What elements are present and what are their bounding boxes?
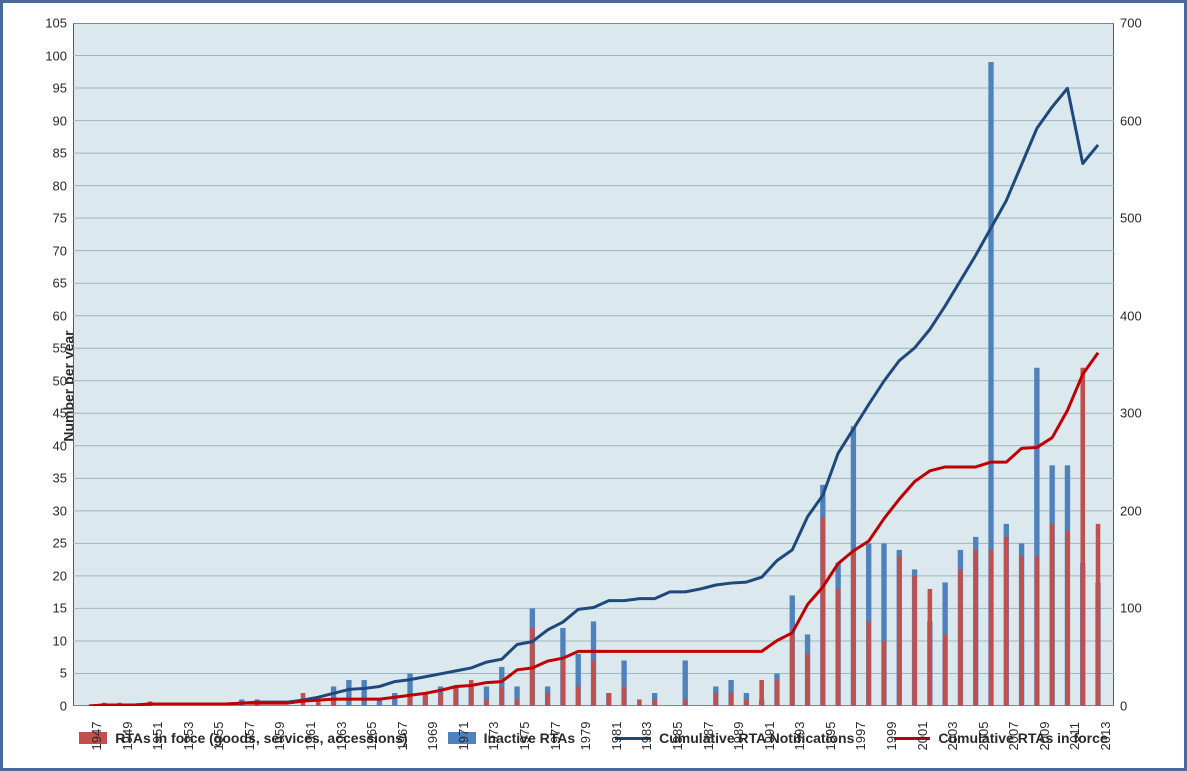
x-tick-label: 1995: [823, 722, 838, 751]
x-tick-label: 1959: [272, 722, 287, 751]
x-tick-label: 1967: [395, 722, 410, 751]
x-tick-label: 2005: [976, 722, 991, 751]
x-tick-label: 2007: [1006, 722, 1021, 751]
x-tick-label: 1979: [578, 722, 593, 751]
y1-tick-label: 105: [45, 16, 67, 31]
y2-tick-label: 200: [1120, 503, 1142, 518]
y1-tick-label: 50: [53, 373, 67, 388]
x-tick-label: 1951: [150, 722, 165, 751]
x-tick-label: 1985: [670, 722, 685, 751]
x-tick-label: 1991: [762, 722, 777, 751]
chart-frame: Number per year Cumulative number 051015…: [0, 0, 1187, 771]
y1-tick-label: 100: [45, 48, 67, 63]
y2-tick-label: 600: [1120, 113, 1142, 128]
x-tick-label: 1955: [211, 722, 226, 751]
x-tick-label: 1961: [303, 722, 318, 751]
x-tick-label: 1989: [731, 722, 746, 751]
x-tick-label: 2013: [1098, 722, 1113, 751]
y1-tick-label: 75: [53, 211, 67, 226]
x-tick-label: 1987: [701, 722, 716, 751]
x-tick-label: 2009: [1037, 722, 1052, 751]
x-tick-label: 1973: [486, 722, 501, 751]
y1-tick-label: 70: [53, 243, 67, 258]
plot-area: 0510152025303540455055606570758085909510…: [73, 23, 1114, 706]
y2-tick-label: 100: [1120, 601, 1142, 616]
x-tick-label: 1957: [242, 722, 257, 751]
x-tick-label: 2011: [1067, 722, 1082, 750]
y1-tick-label: 0: [60, 699, 67, 714]
y1-tick-label: 80: [53, 178, 67, 193]
y1-tick-label: 55: [53, 341, 67, 356]
y1-tick-label: 10: [53, 633, 67, 648]
x-tick-label: 1997: [853, 722, 868, 751]
x-tick-label: 1999: [884, 722, 899, 751]
y2-tick-label: 700: [1120, 16, 1142, 31]
x-tick-label: 1969: [425, 722, 440, 751]
y1-tick-label: 60: [53, 308, 67, 323]
y1-tick-label: 90: [53, 113, 67, 128]
y1-tick-label: 5: [60, 666, 67, 681]
y1-tick-label: 30: [53, 503, 67, 518]
x-tick-label: 1963: [334, 722, 349, 751]
x-tick-label: 2001: [915, 722, 930, 751]
x-ticks: 1947 1949 1951 1953 1955 1957 1959 1961 1963 1965…: [73, 706, 1114, 766]
x-tick-label: 1983: [639, 722, 654, 751]
plot-svg: [73, 23, 1114, 706]
x-tick-label: 1947: [89, 722, 104, 751]
y1-tick-label: 15: [53, 601, 67, 616]
x-tick-label: 1993: [792, 722, 807, 751]
x-tick-label: 1975: [517, 722, 532, 751]
y2-tick-label: 0: [1120, 699, 1127, 714]
x-tick-label: 1981: [609, 722, 624, 751]
x-tick-label: 1971: [456, 722, 471, 751]
x-tick-label: 1953: [181, 722, 196, 751]
y2-tick-label: 500: [1120, 211, 1142, 226]
y1-tick-label: 25: [53, 536, 67, 551]
y1-tick-label: 20: [53, 568, 67, 583]
y1-tick-label: 40: [53, 438, 67, 453]
x-tick-label: 1965: [364, 722, 379, 751]
y1-tick-label: 35: [53, 471, 67, 486]
y1-tick-label: 95: [53, 81, 67, 96]
x-tick-label: 2003: [945, 722, 960, 751]
y1-tick-label: 65: [53, 276, 67, 291]
y1-tick-label: 85: [53, 146, 67, 161]
y1-tick-label: 45: [53, 406, 67, 421]
y2-tick-label: 300: [1120, 406, 1142, 421]
y2-tick-label: 400: [1120, 308, 1142, 323]
x-tick-label: 1949: [120, 722, 135, 751]
x-tick-label: 1977: [548, 722, 563, 751]
